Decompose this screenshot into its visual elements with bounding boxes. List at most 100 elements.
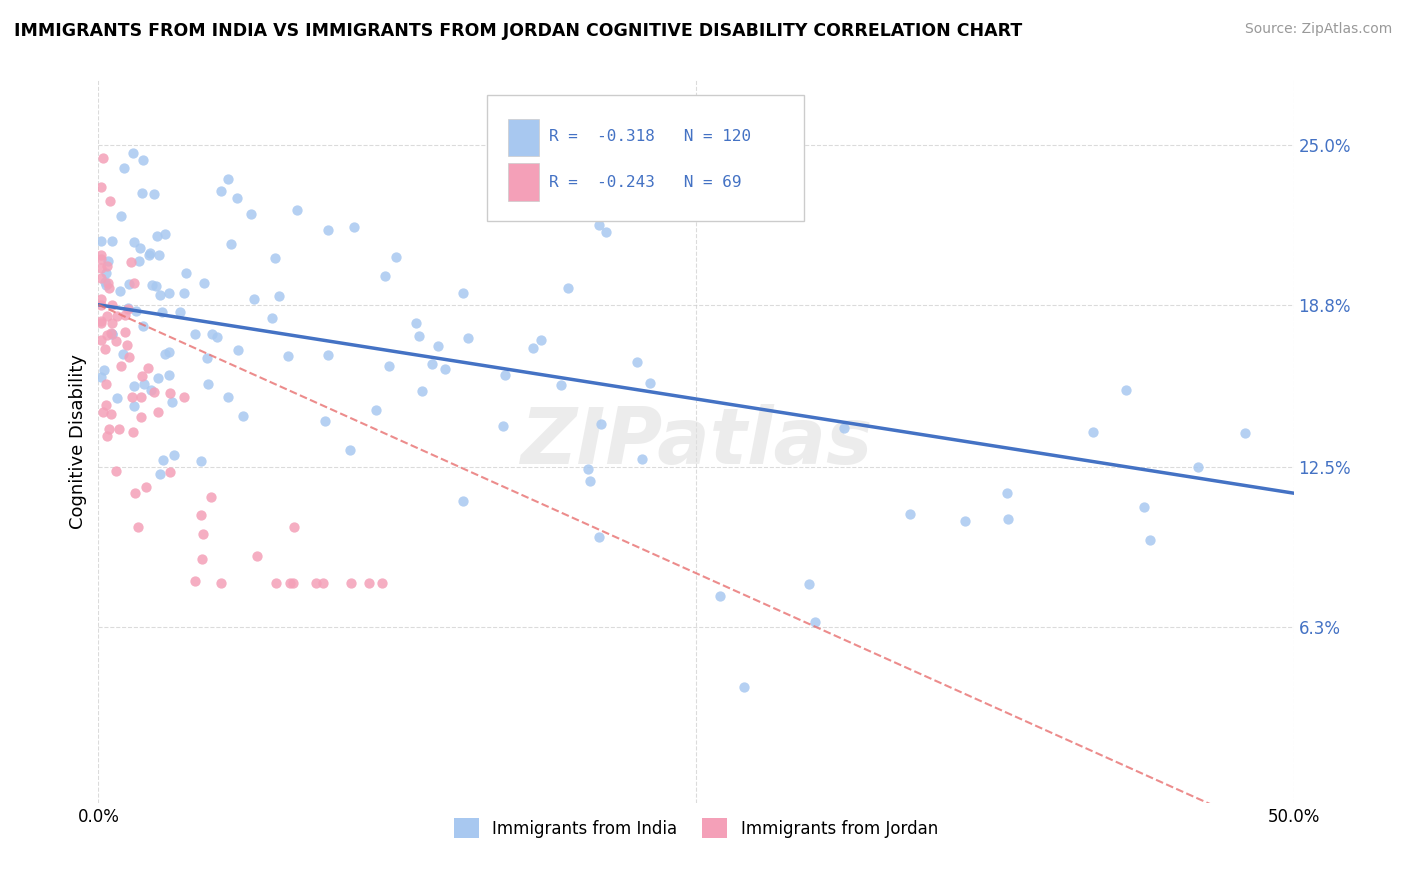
Point [209, 576, 232, 591]
Point [190, 453, 212, 467]
Point [281, 576, 304, 591]
Point [1115, 383, 1137, 397]
Point [240, 207, 263, 221]
Point [579, 474, 602, 488]
Point [110, 209, 132, 223]
Point [1139, 533, 1161, 547]
Point [138, 245, 160, 260]
Point [588, 218, 610, 232]
Point [1187, 460, 1209, 475]
Point [451, 286, 474, 301]
Point [339, 443, 361, 458]
Point [434, 362, 457, 376]
Point [219, 237, 242, 252]
Point [576, 461, 599, 475]
Point [385, 250, 408, 264]
Point [1083, 425, 1105, 439]
Point [94, 275, 117, 289]
Point [457, 331, 479, 345]
Point [153, 347, 176, 361]
Point [105, 309, 128, 323]
Point [112, 347, 135, 361]
Point [709, 590, 731, 604]
Point [995, 486, 1018, 500]
Point [263, 251, 285, 265]
Point [114, 326, 136, 340]
Point [90, 316, 112, 330]
Point [139, 383, 162, 397]
Point [453, 494, 475, 508]
Point [146, 370, 169, 384]
Point [90, 261, 112, 276]
Point [588, 530, 610, 544]
Point [96, 259, 118, 273]
Point [626, 355, 648, 369]
Point [174, 266, 197, 280]
Text: ZIPatlas: ZIPatlas [520, 403, 872, 480]
Point [96, 398, 118, 412]
Point [195, 351, 218, 365]
Point [104, 334, 127, 348]
Point [101, 316, 124, 330]
Point [129, 409, 152, 424]
Point [173, 285, 195, 300]
Point [110, 359, 132, 374]
Point [197, 376, 219, 391]
FancyBboxPatch shape [486, 95, 804, 221]
Point [90, 252, 112, 266]
Point [120, 255, 142, 269]
Point [97, 253, 120, 268]
Point [595, 225, 617, 239]
FancyBboxPatch shape [509, 163, 540, 201]
Point [191, 526, 214, 541]
Point [277, 349, 299, 363]
Point [557, 281, 579, 295]
Point [107, 391, 129, 405]
Point [96, 429, 118, 443]
Point [201, 326, 224, 341]
Point [374, 268, 396, 283]
Point [193, 277, 215, 291]
Point [125, 304, 148, 318]
Point [150, 304, 173, 318]
Point [112, 161, 135, 175]
Point [91, 151, 114, 165]
Point [149, 467, 172, 481]
Point [146, 404, 169, 418]
Point [141, 277, 163, 292]
Point [134, 377, 156, 392]
Point [138, 248, 160, 262]
Point [94, 342, 117, 356]
Point [898, 508, 921, 522]
Point [90, 333, 112, 347]
Point [243, 293, 266, 307]
Text: R =  -0.318   N = 120: R = -0.318 N = 120 [548, 129, 751, 145]
Point [492, 419, 515, 434]
Point [98, 194, 121, 209]
Point [408, 329, 430, 343]
Point [285, 202, 308, 217]
Point [90, 369, 112, 384]
Point [1133, 500, 1156, 515]
Point [127, 520, 149, 534]
Point [371, 576, 394, 591]
Point [217, 172, 239, 186]
Point [100, 326, 122, 341]
Point [91, 405, 114, 419]
Point [90, 234, 112, 248]
Point [97, 277, 120, 291]
Point [101, 326, 124, 341]
Point [232, 409, 254, 423]
Point [529, 333, 551, 347]
Point [131, 369, 153, 384]
Point [128, 253, 150, 268]
Point [797, 577, 820, 591]
Legend: Immigrants from India, Immigrants from Jordan: Immigrants from India, Immigrants from J… [447, 812, 945, 845]
Point [114, 308, 136, 322]
Point [96, 309, 118, 323]
Point [148, 248, 170, 262]
Point [129, 241, 152, 255]
Point [205, 329, 228, 343]
Point [405, 317, 427, 331]
Point [101, 234, 124, 248]
